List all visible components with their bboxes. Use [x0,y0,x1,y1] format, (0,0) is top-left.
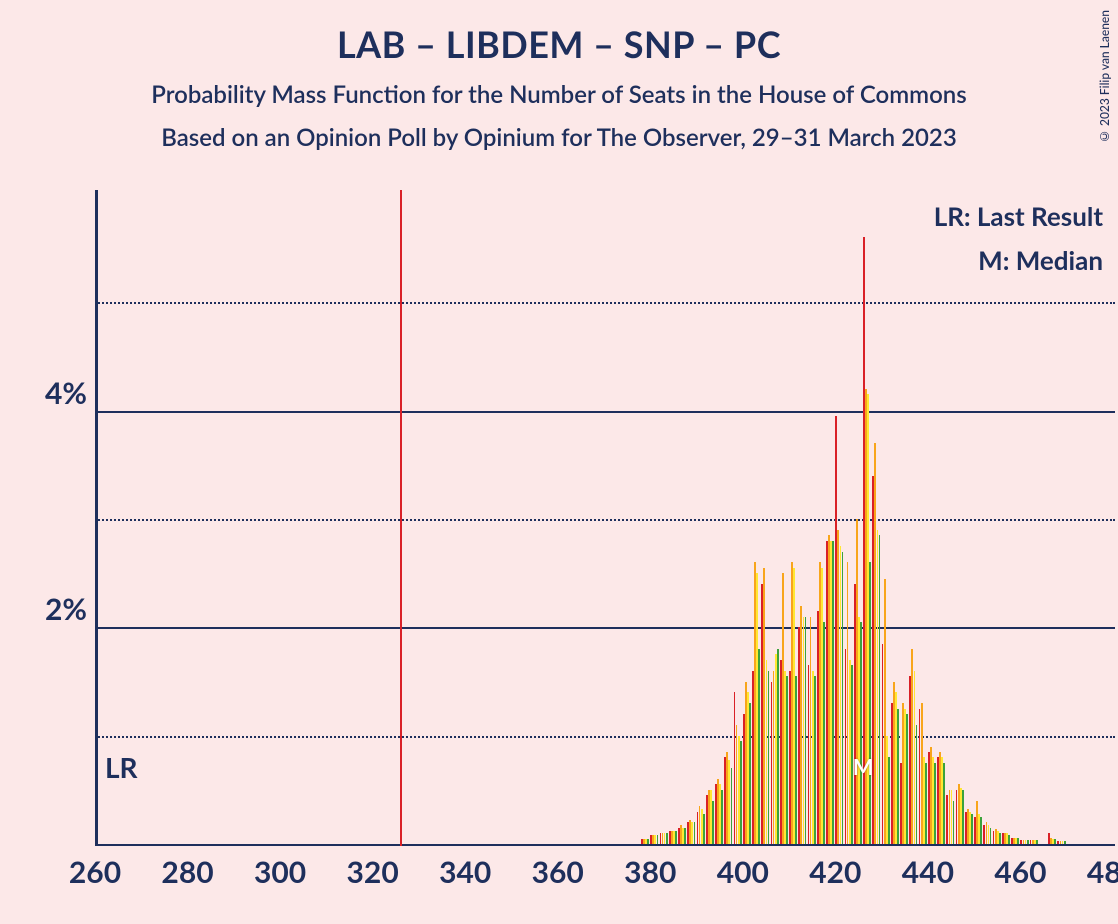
x-axis [95,844,1115,846]
pmf-bar [684,828,686,844]
pmf-bar [805,617,807,845]
pmf-bar [1008,835,1010,844]
pmf-bar [888,757,890,844]
pmf-bar [1064,841,1066,844]
pmf-bar [906,714,908,844]
pmf-bar [814,676,816,844]
pmf-bar [675,831,677,844]
pmf-bar [879,535,881,844]
pmf-bar [832,541,834,844]
pmf-bar [712,801,714,844]
x-tick-label: 320 [347,854,399,890]
pmf-bar [999,833,1001,844]
pmf-bar [953,801,955,844]
x-tick-label: 380 [624,854,676,890]
pmf-bar [786,676,788,844]
pmf-bar [703,814,705,844]
y-tick-label: 4% [45,375,87,411]
x-tick-label: 300 [254,854,306,890]
pmf-bar [758,649,760,844]
pmf-bar [971,814,973,844]
pmf-bar [694,822,696,844]
pmf-bar [934,763,936,844]
pmf-bars [95,194,1115,844]
x-tick-label: 480 [1087,854,1118,890]
x-tick-label: 340 [439,854,491,890]
pmf-bar [860,622,862,844]
pmf-bar [869,562,871,844]
pmf-bar [795,676,797,844]
pmf-bar [990,828,992,844]
pmf-bar [897,709,899,844]
pmf-bar [980,817,982,844]
x-tick-label: 420 [809,854,861,890]
x-tick-label: 280 [161,854,213,890]
pmf-bar [1017,838,1019,845]
y-tick-label: 2% [45,591,87,627]
pmf-bar [721,790,723,844]
copyright-text: © 2023 Filip van Laenen [1097,10,1112,144]
pmf-bar [740,741,742,844]
pmf-bar [823,622,825,844]
chart-subtitle2: Based on an Opinion Poll by Opinium for … [0,123,1118,152]
pmf-bar [666,833,668,844]
pmf-bar [768,671,770,844]
pmf-bar [731,768,733,844]
x-tick-label: 400 [717,854,769,890]
chart-title: LAB – LIBDEM – SNP – PC [0,0,1118,66]
pmf-bar [943,763,945,844]
pmf-bar [647,839,649,844]
pmf-bar [1027,840,1029,844]
plot-area: 2%4% 26028030032034036038040042044046048… [95,196,1115,846]
x-tick-label: 440 [902,854,954,890]
pmf-bar [916,725,918,844]
pmf-bar [925,763,927,844]
x-tick-label: 460 [994,854,1046,890]
pmf-bar [657,835,659,844]
pmf-bar [1036,840,1038,844]
pmf-bar [749,703,751,844]
pmf-bar [962,790,964,844]
chart-subtitle: Probability Mass Function for the Number… [0,80,1118,109]
x-tick-label: 360 [532,854,584,890]
median-marker: M [853,753,874,780]
pmf-bar [777,649,779,844]
pmf-bar [1054,839,1056,844]
x-tick-label: 260 [69,854,121,890]
pmf-bar [842,552,844,845]
